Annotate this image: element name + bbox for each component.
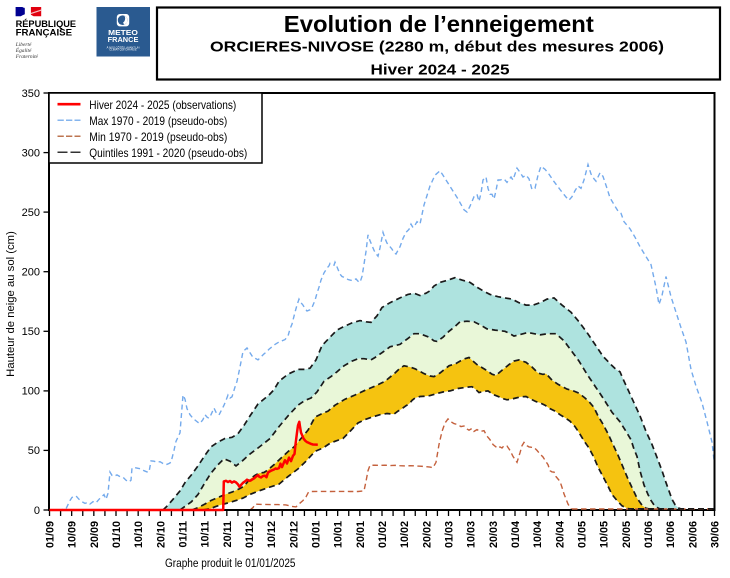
svg-text:10/04: 10/04 [532,521,544,548]
svg-text:01/02: 01/02 [377,521,389,548]
svg-text:01/06: 01/06 [643,521,655,548]
svg-text:20/06: 20/06 [687,521,699,548]
svg-text:10/03: 10/03 [466,521,478,548]
svg-text:20/10: 20/10 [155,521,167,548]
svg-text:01/01: 01/01 [311,521,323,548]
svg-text:METEO: METEO [108,30,138,37]
svg-text:20/09: 20/09 [89,521,101,548]
svg-text:10/01: 10/01 [333,521,345,548]
svg-text:20/11: 20/11 [222,521,234,547]
svg-text:10/02: 10/02 [399,521,411,548]
svg-text:Égalité: Égalité [15,46,32,54]
svg-text:20/02: 20/02 [421,521,433,548]
svg-text:FRANCE: FRANCE [108,37,139,44]
svg-text:Hiver 2024 - 2025: Hiver 2024 - 2025 [371,62,510,79]
svg-text:À NOS CÔTÉS, AVANT UN: À NOS CÔTÉS, AVANT UN [107,44,140,49]
svg-text:20/05: 20/05 [621,521,633,548]
svg-text:CLIMAT QUI CHANGE: CLIMAT QUI CHANGE [109,48,137,52]
svg-text:Evolution de l’enneigement: Evolution de l’enneigement [284,11,594,37]
svg-text:Hauteur de neige au sol (cm): Hauteur de neige au sol (cm) [5,231,17,377]
svg-text:350: 350 [22,88,40,100]
svg-text:50: 50 [28,445,40,457]
svg-text:20/01: 20/01 [355,521,367,548]
svg-text:10/09: 10/09 [67,521,79,548]
svg-text:20/03: 20/03 [488,521,500,548]
svg-text:01/10: 01/10 [111,521,123,548]
svg-text:150: 150 [22,326,40,338]
svg-text:300: 300 [22,147,40,159]
svg-text:200: 200 [22,267,40,279]
svg-text:Min 1970 - 2019 (pseudo-obs): Min 1970 - 2019 (pseudo-obs) [89,130,227,144]
svg-text:01/03: 01/03 [444,521,456,548]
svg-text:Fraternité: Fraternité [15,54,39,60]
svg-text:ORCIERES-NIVOSE (2280 m, début: ORCIERES-NIVOSE (2280 m, début des mesur… [210,39,664,56]
svg-text:10/10: 10/10 [133,521,145,548]
svg-text:RÉPUBLIQUE: RÉPUBLIQUE [16,18,77,29]
svg-text:01/12: 01/12 [244,521,256,548]
svg-text:30/06: 30/06 [710,521,722,548]
svg-text:Max 1970 - 2019 (pseudo-obs): Max 1970 - 2019 (pseudo-obs) [89,114,227,128]
svg-text:10/12: 10/12 [266,521,278,548]
svg-text:20/12: 20/12 [288,521,300,548]
svg-text:FRANÇAISE: FRANÇAISE [16,26,73,37]
svg-text:10/05: 10/05 [599,521,611,548]
svg-text:Graphe produit le 01/01/2025: Graphe produit le 01/01/2025 [165,556,296,570]
svg-text:250: 250 [22,207,40,219]
svg-text:01/04: 01/04 [510,521,522,548]
svg-text:Hiver 2024 - 2025 (observation: Hiver 2024 - 2025 (observations) [89,98,236,112]
svg-text:01/05: 01/05 [577,521,589,548]
svg-text:10/06: 10/06 [665,521,677,548]
svg-text:20/04: 20/04 [554,521,566,548]
svg-text:01/11: 01/11 [178,521,190,547]
svg-text:Quintiles 1991 - 2020 (pseudo-: Quintiles 1991 - 2020 (pseudo-obs) [89,146,247,160]
svg-text:0: 0 [34,505,40,517]
svg-text:10/11: 10/11 [200,521,212,547]
svg-text:01/09: 01/09 [45,521,57,548]
svg-text:100: 100 [22,386,40,398]
svg-text:Liberté: Liberté [15,42,32,48]
